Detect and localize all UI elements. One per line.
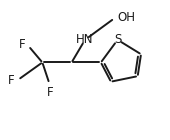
Text: F: F: [8, 74, 15, 88]
Text: S: S: [114, 33, 121, 46]
Text: HN: HN: [76, 33, 94, 46]
Text: F: F: [19, 38, 26, 51]
Text: OH: OH: [118, 11, 136, 24]
Text: F: F: [47, 87, 53, 99]
